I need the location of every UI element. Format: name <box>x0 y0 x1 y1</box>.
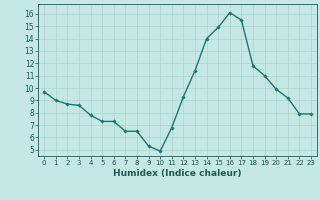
X-axis label: Humidex (Indice chaleur): Humidex (Indice chaleur) <box>113 169 242 178</box>
